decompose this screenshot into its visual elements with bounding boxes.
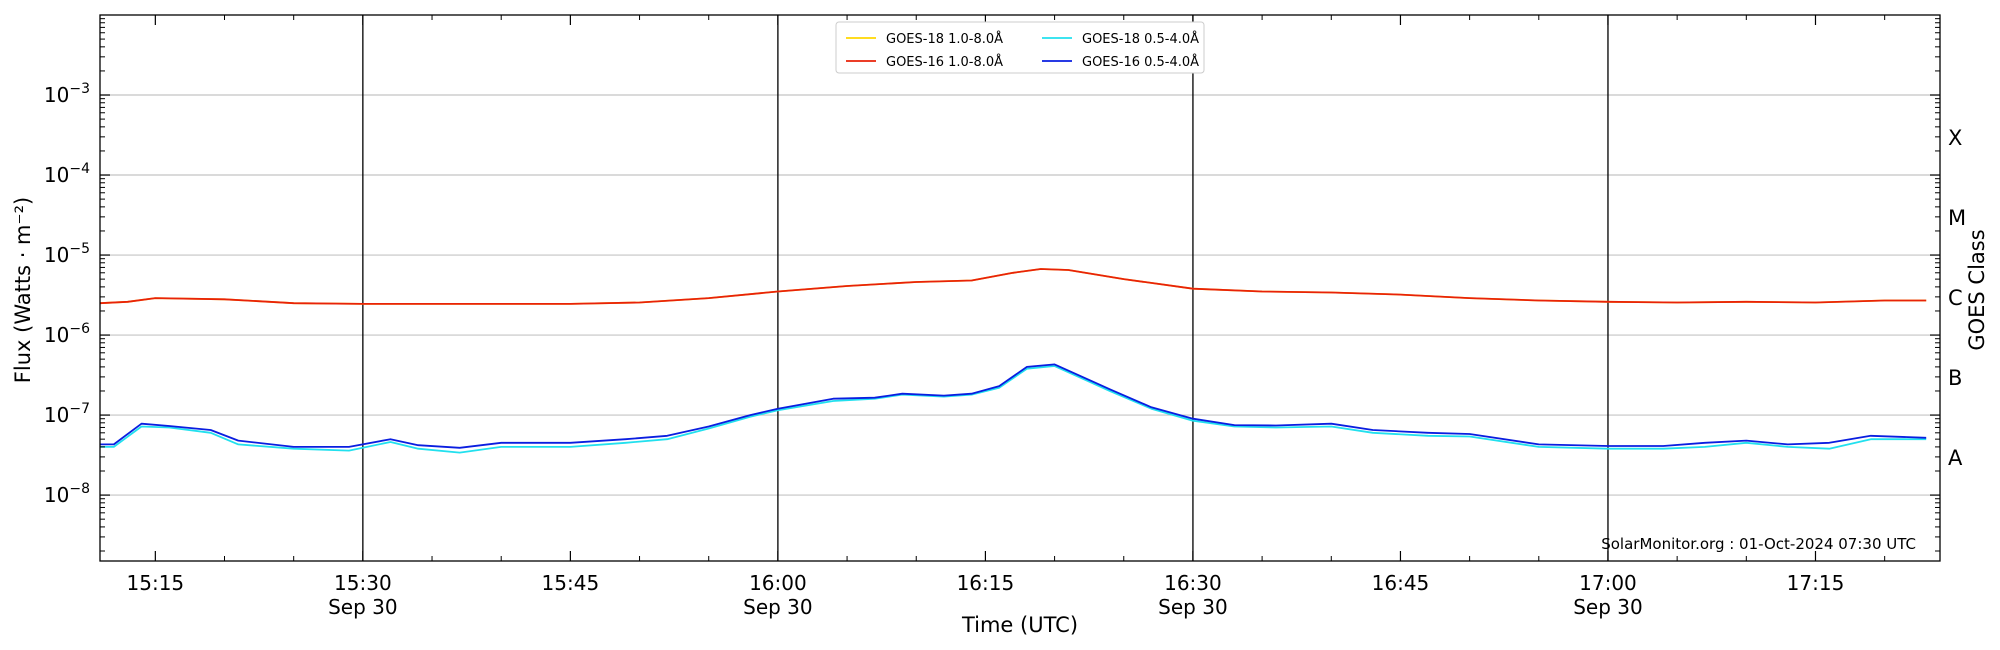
goes-class-label-b: B <box>1948 366 1962 390</box>
goes-class-axis-title: GOES Class <box>1965 229 1989 350</box>
x-tick-label: 16:00 <box>749 571 807 595</box>
y-tick-label: 10−3 <box>44 81 90 107</box>
x-tick-label: 17:15 <box>1787 571 1845 595</box>
y-tick-label: 10−8 <box>44 481 90 507</box>
legend-label: GOES-16 0.5-4.0Å <box>1082 54 1199 70</box>
y-axis-title: Flux (Watts · m⁻²) <box>11 197 35 383</box>
series-lines <box>99 268 1927 454</box>
x-tick-label: 15:15 <box>127 571 185 595</box>
y-tick-label: 10−7 <box>44 401 90 427</box>
goes-class-label-a: A <box>1948 446 1963 470</box>
x-tick-label: 17:00 <box>1579 571 1637 595</box>
grid-lines <box>100 94 1940 496</box>
date-marker-lines <box>362 15 1609 561</box>
x-tick-label: 15:45 <box>542 571 600 595</box>
x-tick-date-label: Sep 30 <box>1158 595 1228 619</box>
x-tick-label: 16:45 <box>1372 571 1430 595</box>
plot-frame <box>99 14 1941 562</box>
legend-label: GOES-18 0.5-4.0Å <box>1082 31 1199 47</box>
legend-box <box>835 21 1205 74</box>
legend-label: GOES-16 1.0-8.0Å <box>886 54 1003 70</box>
credit-text: SolarMonitor.org : 01-Oct-2024 07:30 UTC <box>1601 535 1916 553</box>
goes-class-label-c: C <box>1948 286 1963 310</box>
goes-class-label-m: M <box>1948 206 1966 230</box>
x-tick-label: 16:30 <box>1164 571 1222 595</box>
series-line-4 <box>100 363 1927 449</box>
y-tick-label: 10−6 <box>44 321 90 347</box>
x-tick-label: 15:30 <box>334 571 392 595</box>
axis-ticks <box>100 15 1940 561</box>
x-tick-date-label: Sep 30 <box>743 595 813 619</box>
x-axis-title: Time (UTC) <box>961 613 1078 637</box>
legend: GOES-18 1.0-8.0Å GOES-18 0.5-4.0Å GOES-16 … <box>835 21 1205 74</box>
series-line-1 <box>99 268 1927 305</box>
x-tick-label: 16:15 <box>957 571 1015 595</box>
y-tick-label: 10−5 <box>44 241 90 267</box>
goes-class-label-x: X <box>1948 126 1962 150</box>
y-tick-label: 10−4 <box>44 161 90 187</box>
legend-label: GOES-18 1.0-8.0Å <box>886 31 1003 47</box>
x-tick-date-label: Sep 30 <box>328 595 398 619</box>
x-tick-date-label: Sep 30 <box>1573 595 1643 619</box>
series-line-3 <box>100 365 1927 454</box>
series-line-2 <box>99 268 1927 305</box>
